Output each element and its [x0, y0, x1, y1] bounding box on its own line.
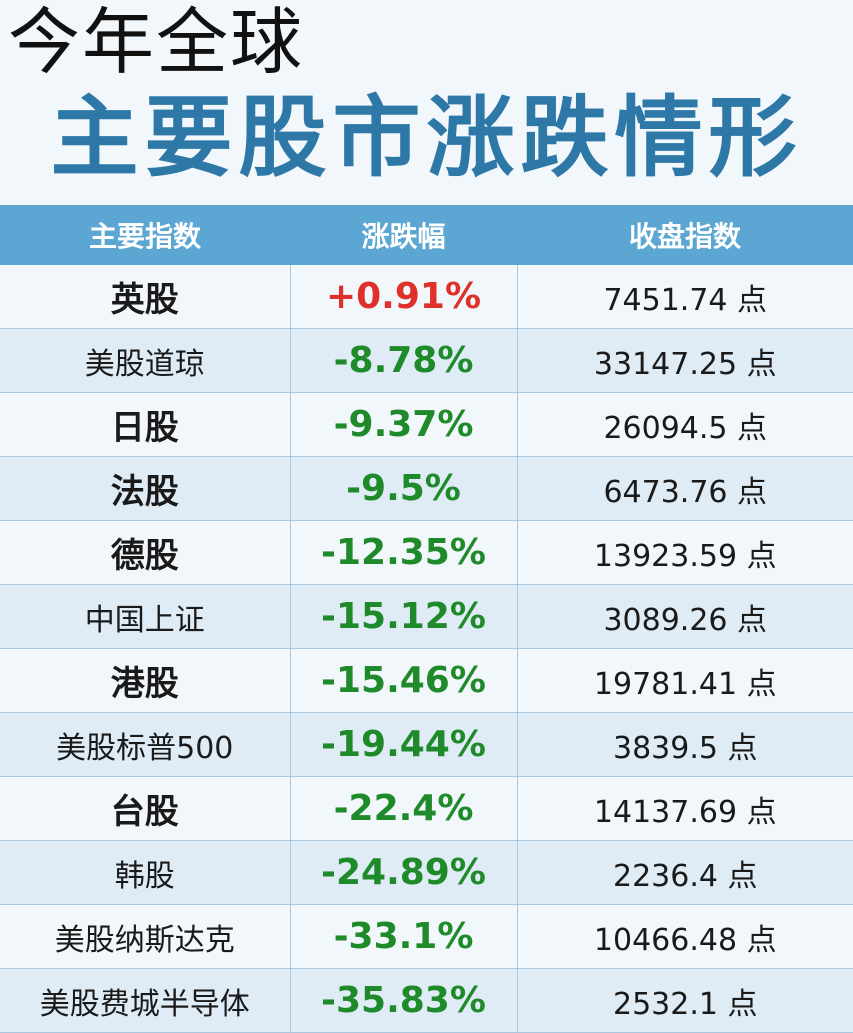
- change-cell: -33.1%: [290, 904, 518, 969]
- change-cell: +0.91%: [290, 265, 518, 329]
- index-name-cell: 美股道琼: [0, 328, 291, 393]
- index-name-cell: 法股: [0, 456, 291, 521]
- index-name-cell: 港股: [0, 648, 291, 713]
- table-row: 台股 -22.4% 14137.69 点: [0, 776, 853, 841]
- close-value-cell: 10466.48 点: [517, 904, 853, 969]
- table-row: 中国上证 -15.12% 3089.26 点: [0, 584, 853, 649]
- close-value-cell: 33147.25 点: [517, 328, 853, 393]
- index-name-cell: 美股纳斯达克: [0, 904, 291, 969]
- change-cell: -9.5%: [290, 456, 518, 521]
- index-name-cell: 德股: [0, 520, 291, 585]
- index-name-cell: 中国上证: [0, 584, 291, 649]
- change-cell: -22.4%: [290, 776, 518, 841]
- table-row: 美股费城半导体 -35.83% 2532.1 点: [0, 968, 853, 1033]
- page-title: 主要股市涨跌情形: [50, 86, 803, 189]
- table-row: 英股 +0.91% 7451.74 点: [0, 265, 853, 329]
- header-index-name: 主要指数: [0, 205, 290, 265]
- change-cell: -9.37%: [290, 392, 518, 457]
- index-name-cell: 英股: [0, 265, 291, 329]
- index-name-cell: 台股: [0, 776, 291, 841]
- table-row: 德股 -12.35% 13923.59 点: [0, 520, 853, 585]
- close-value-cell: 6473.76 点: [517, 456, 853, 521]
- table-row: 法股 -9.5% 6473.76 点: [0, 456, 853, 521]
- index-table: 主要指数 涨跌幅 收盘指数 英股 +0.91% 7451.74 点美股道琼 -8.78…: [0, 205, 853, 1033]
- table-row: 美股标普500 -19.44% 3839.5 点: [0, 712, 853, 777]
- change-cell: -19.44%: [290, 712, 518, 777]
- table-row: 日股 -9.37% 26094.5 点: [0, 392, 853, 457]
- index-name-cell: 美股标普500: [0, 712, 291, 777]
- close-value-cell: 7451.74 点: [517, 265, 853, 329]
- table-row: 韩股 -24.89% 2236.4 点: [0, 840, 853, 905]
- close-value-cell: 14137.69 点: [517, 776, 853, 841]
- close-value-cell: 2532.1 点: [517, 968, 853, 1033]
- header-change: 涨跌幅: [290, 205, 517, 265]
- table-row: 美股道琼 -8.78% 33147.25 点: [0, 328, 853, 393]
- table-row: 美股纳斯达克 -33.1% 10466.48 点: [0, 904, 853, 969]
- close-value-cell: 13923.59 点: [517, 520, 853, 585]
- title-line-1: 今年全球: [8, 0, 305, 84]
- table-row: 港股 -15.46% 19781.41 点: [0, 648, 853, 713]
- table-header-row: 主要指数 涨跌幅 收盘指数: [0, 205, 853, 265]
- close-value-cell: 2236.4 点: [517, 840, 853, 905]
- close-value-cell: 3839.5 点: [517, 712, 853, 777]
- change-cell: -35.83%: [290, 968, 518, 1033]
- change-cell: -15.12%: [290, 584, 518, 649]
- close-value-cell: 26094.5 点: [517, 392, 853, 457]
- close-value-cell: 3089.26 点: [517, 584, 853, 649]
- index-name-cell: 日股: [0, 392, 291, 457]
- change-cell: -24.89%: [290, 840, 518, 905]
- change-cell: -12.35%: [290, 520, 518, 585]
- table-body: 英股 +0.91% 7451.74 点美股道琼 -8.78% 33147.25 点日股 -…: [0, 265, 853, 1033]
- change-cell: -8.78%: [290, 328, 518, 393]
- index-name-cell: 美股费城半导体: [0, 968, 291, 1033]
- close-value-cell: 19781.41 点: [517, 648, 853, 713]
- change-cell: -15.46%: [290, 648, 518, 713]
- index-name-cell: 韩股: [0, 840, 291, 905]
- header-close: 收盘指数: [517, 205, 853, 265]
